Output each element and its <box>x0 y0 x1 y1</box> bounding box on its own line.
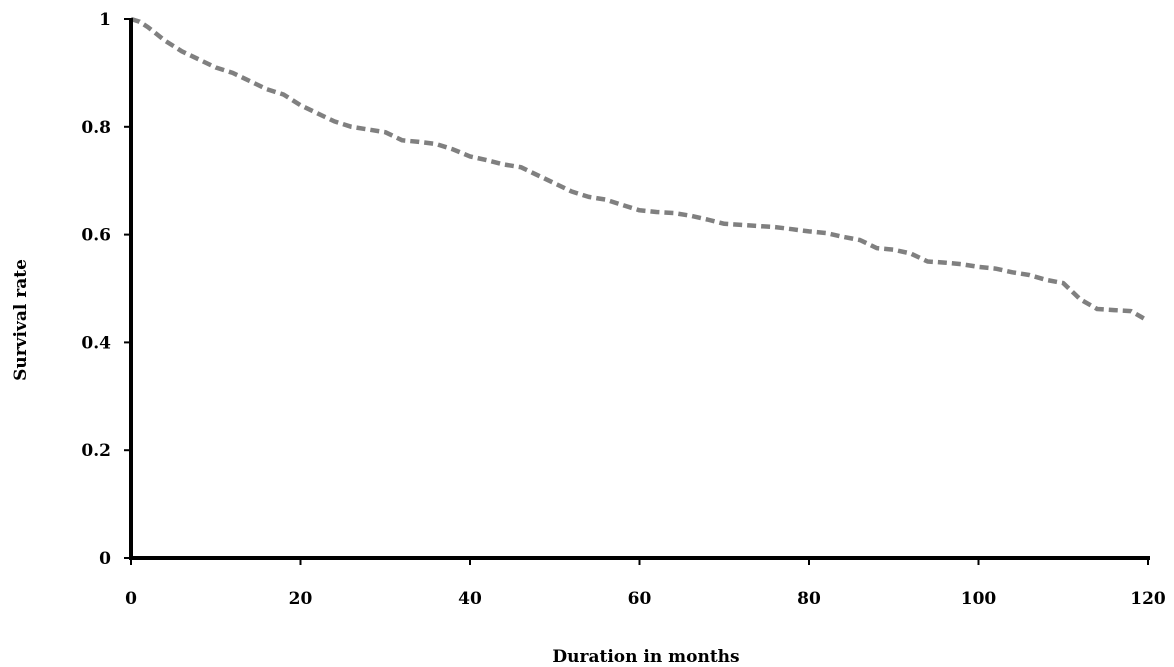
x-tick-label: 120 <box>1130 589 1166 609</box>
x-tick-label: 0 <box>125 589 137 609</box>
y-tick-labels: 0 0.2 0.4 0.6 0.8 1 <box>81 10 131 569</box>
x-tick-label: 100 <box>961 589 997 609</box>
y-tick-label: 0 <box>99 549 111 569</box>
y-tick-label: 0.2 <box>81 441 111 461</box>
y-axis-title: Survival rate <box>11 259 31 381</box>
x-axis-title: Duration in months <box>552 647 739 667</box>
x-tick-labels: 0 20 40 60 80 100 120 <box>125 558 1166 609</box>
x-tick-label: 20 <box>289 589 313 609</box>
series-layer <box>130 16 1150 323</box>
y-tick-label: 0.8 <box>81 118 111 138</box>
y-tick-label: 1 <box>99 10 111 30</box>
y-tick-label: 0.4 <box>81 333 111 353</box>
x-tick-label: 40 <box>458 589 482 609</box>
x-tick-label: 80 <box>797 589 821 609</box>
x-tick-label: 60 <box>628 589 652 609</box>
survival-curve-line <box>130 16 1150 323</box>
y-tick-label: 0.6 <box>81 226 111 246</box>
